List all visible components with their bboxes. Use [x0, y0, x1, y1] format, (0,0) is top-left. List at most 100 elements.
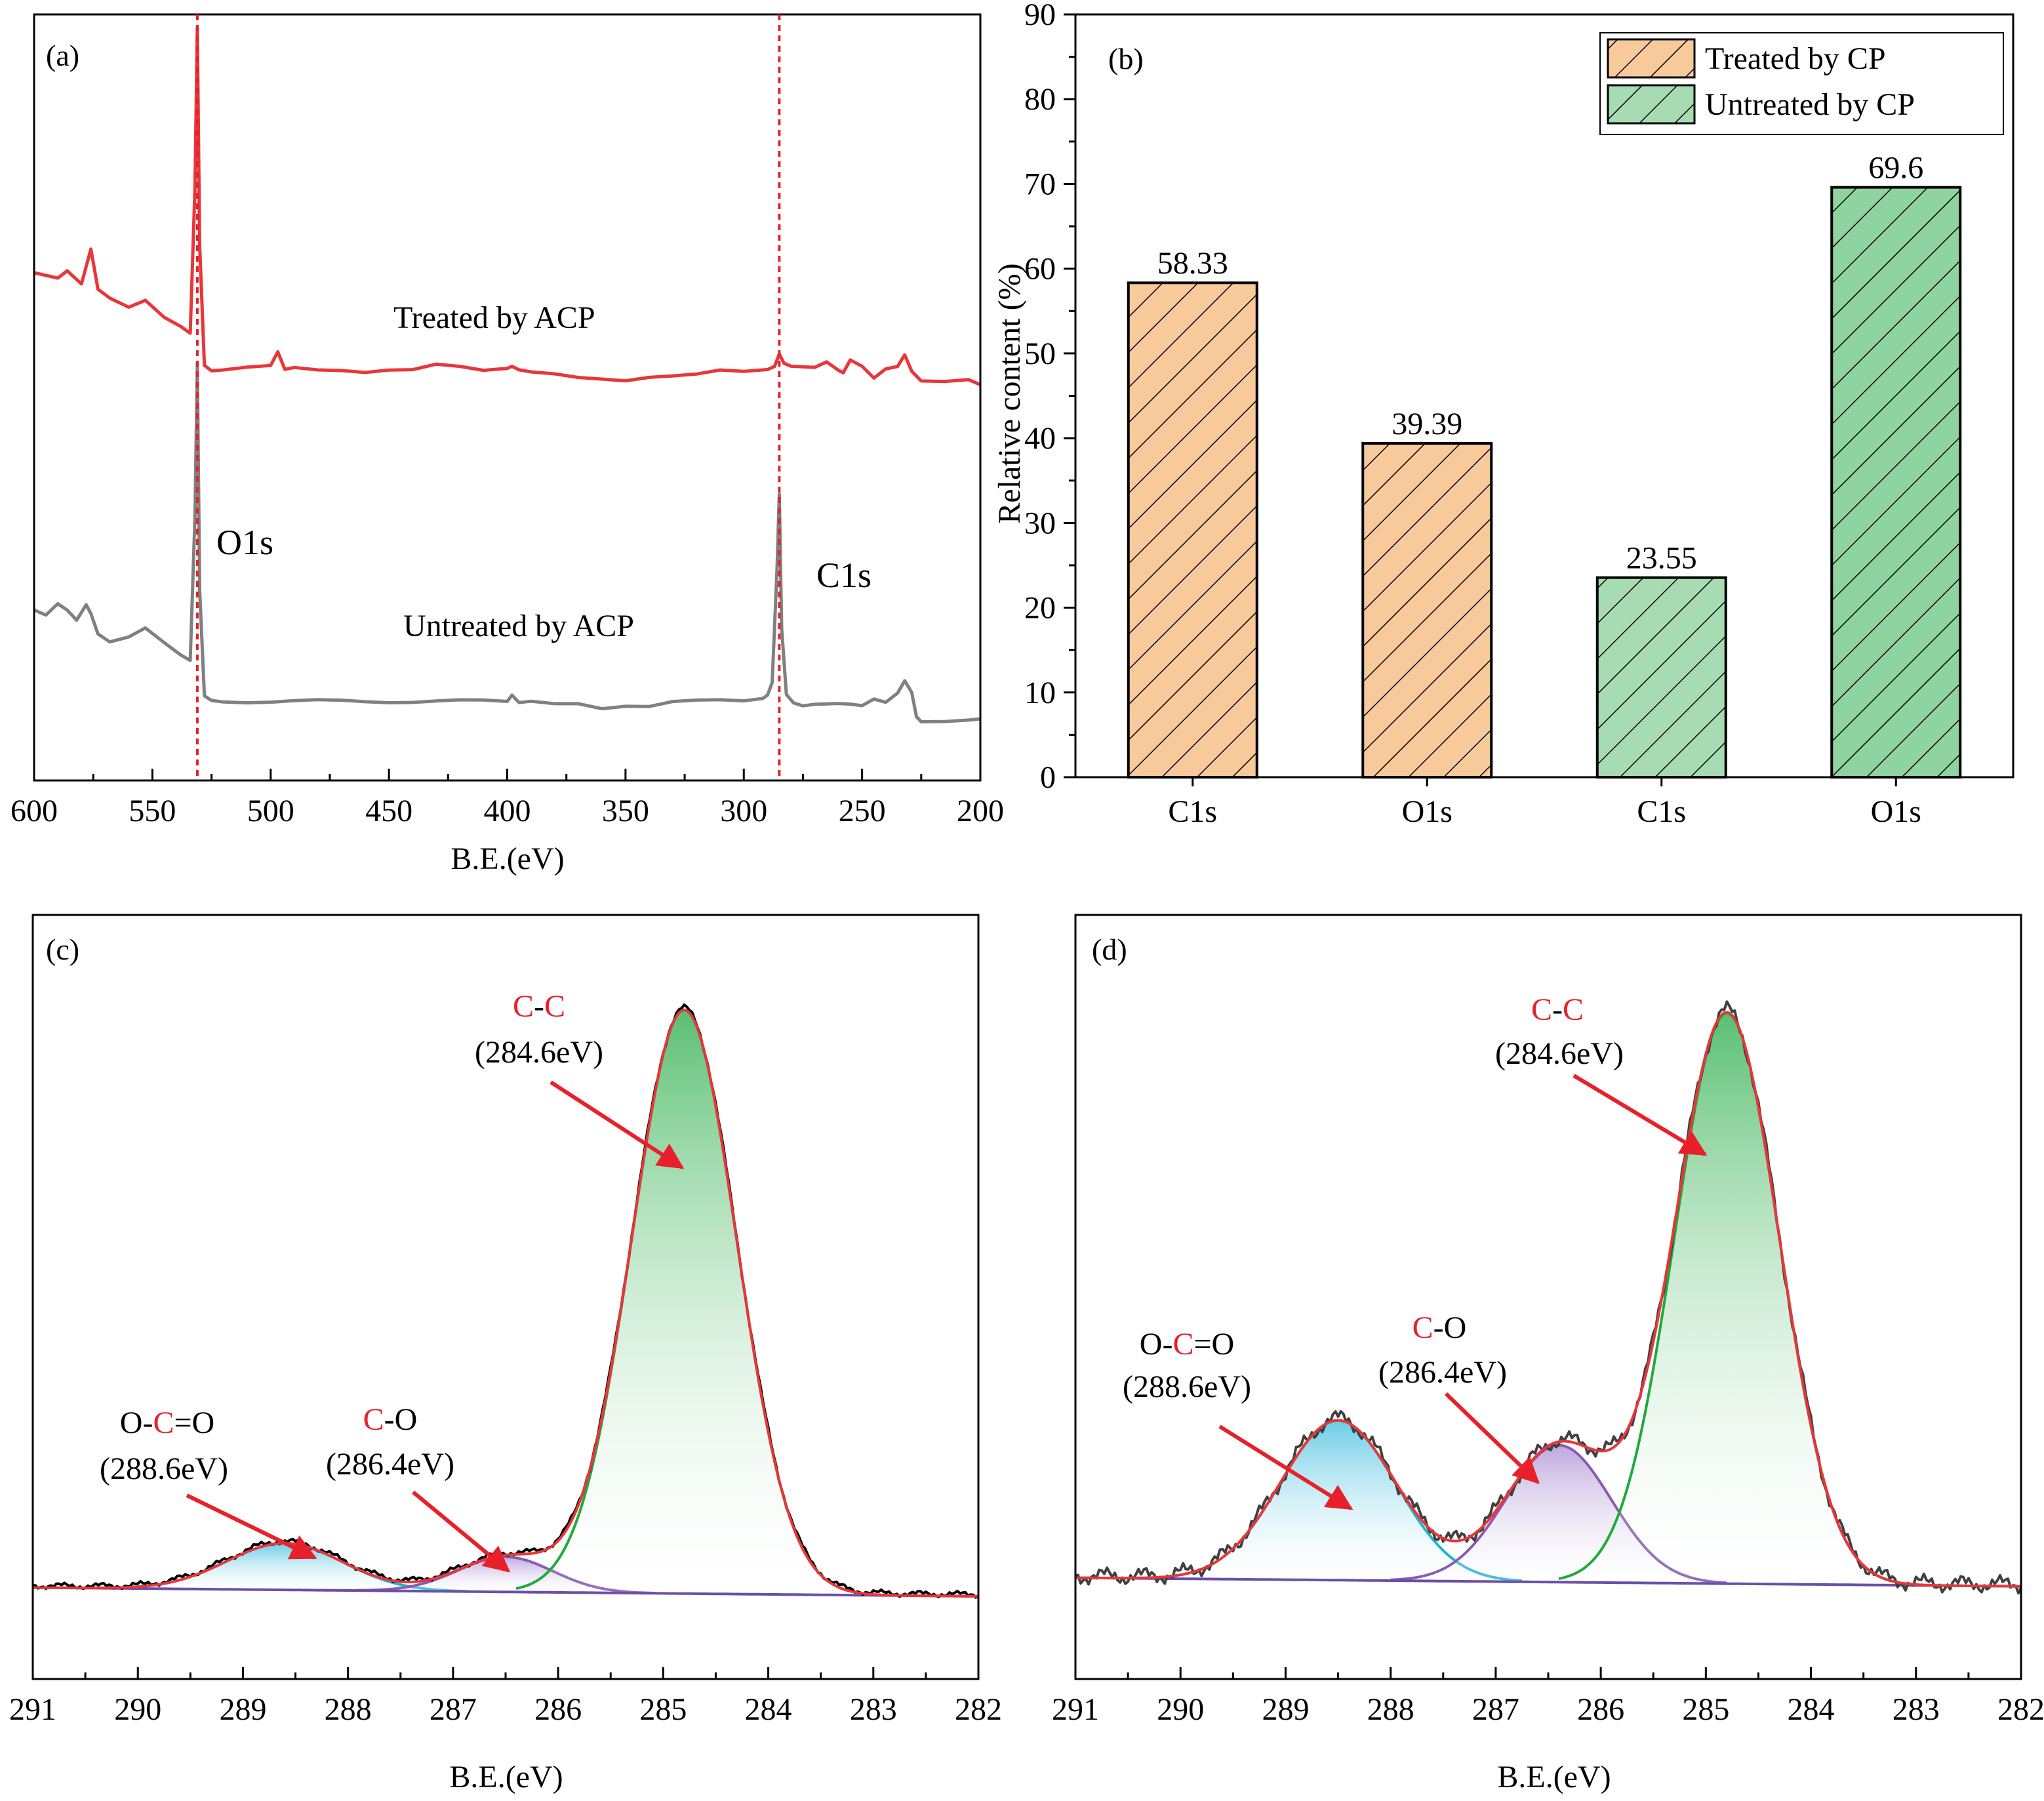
series-line-untreated — [33, 361, 981, 723]
fit-envelope-line — [1075, 1011, 2021, 1588]
panel-a-x-axis: 600 550 500 450 400 350 300 250 200 — [10, 13, 1004, 828]
y-tick-label: 10 — [1024, 676, 1056, 710]
panel-b-bars: 58.33 39.39 23.55 69.6 — [1127, 151, 1962, 779]
panel-c-annotation-occo: O-C=O (288.6eV) — [100, 1406, 317, 1560]
series-label-treated: Treated by ACP — [393, 300, 595, 335]
x-tick-label: 286 — [1577, 1692, 1624, 1727]
x-tick-label: 287 — [1472, 1692, 1519, 1727]
bar — [1361, 441, 1493, 779]
component-cc-fill — [516, 1009, 852, 1596]
x-tick-label: C1s — [1637, 794, 1686, 829]
bar-value-label: 58.33 — [1157, 246, 1228, 281]
panel-d-co-label: C-O — [1413, 1310, 1467, 1345]
panel-a-frame — [33, 13, 982, 782]
x-tick-label: O1s — [1871, 794, 1921, 829]
panel-c-x-axis: 291 290 289 288 287 286 285 284 283 282 — [9, 914, 1002, 1727]
y-tick-label: 50 — [1024, 336, 1056, 371]
component-occo-fill — [101, 1543, 469, 1592]
panel-c-c1s-fit: (c) 291 290 289 288 287 286 285 284 283 282 B.E.(… — [9, 914, 1002, 1794]
panel-c-occo-energy: (288.6eV) — [100, 1451, 228, 1486]
panel-c-annotation-cc: C-C (284.6eV) — [475, 989, 685, 1169]
panel-c-label: (c) — [46, 933, 79, 966]
fit-envelope-line — [32, 1008, 978, 1598]
panel-b-bar-chart: (b) 58.33 39.39 23.55 69.6 0 10 20 30 40 50 60 70 8… — [992, 0, 2014, 829]
panel-c-occo-label: O-C=O — [120, 1406, 214, 1440]
series-line-treated — [33, 26, 981, 386]
y-tick-label: 20 — [1024, 591, 1056, 626]
legend-swatch — [1607, 38, 1696, 79]
panel-c-cc-arrow — [550, 1080, 685, 1169]
x-tick-label: 500 — [247, 794, 294, 828]
bar-value-label: 23.55 — [1626, 541, 1697, 576]
y-tick-label: 60 — [1024, 252, 1056, 287]
x-tick-label: 291 — [9, 1692, 56, 1727]
x-tick-label: O1s — [1402, 794, 1453, 829]
panel-a-series — [33, 26, 981, 723]
x-tick-label: 400 — [484, 794, 531, 828]
panel-b-label: (b) — [1108, 42, 1144, 75]
panel-d-cc-energy: (284.6eV) — [1495, 1036, 1624, 1071]
y-tick-label: 30 — [1024, 506, 1056, 540]
panel-d-annotation-cc: C-C (284.6eV) — [1495, 992, 1708, 1156]
panel-a-survey-spectrum: (a) Treated by ACP Untreated by ACP O1s … — [10, 13, 1004, 876]
y-tick-label: 80 — [1024, 82, 1056, 117]
x-tick-label: 283 — [850, 1692, 897, 1727]
legend-label: Treated by CP — [1705, 41, 1886, 76]
x-tick-label: 290 — [114, 1692, 161, 1727]
x-tick-label: 200 — [957, 794, 1004, 828]
x-tick-label: 282 — [955, 1692, 1002, 1727]
raw-spectrum-line — [32, 1003, 980, 1599]
panel-c-co-energy: (286.4eV) — [326, 1447, 454, 1482]
y-tick-label: 70 — [1024, 167, 1056, 201]
panel-d-cc-arrow — [1573, 1074, 1708, 1156]
y-tick-label: 90 — [1024, 0, 1056, 32]
x-tick-label: 250 — [839, 794, 886, 828]
x-tick-label: 450 — [365, 794, 412, 828]
bar — [1127, 281, 1258, 779]
y-tick-label: 0 — [1040, 760, 1056, 795]
x-tick-label: 600 — [10, 794, 58, 828]
x-tick-label: 289 — [219, 1692, 266, 1727]
panel-d-annotation-occo: O-C=O (288.6eV) — [1123, 1327, 1353, 1510]
bar-value-label: 39.39 — [1392, 407, 1462, 441]
x-tick-label: 291 — [1052, 1692, 1099, 1727]
x-tick-label: 285 — [1682, 1692, 1729, 1727]
panel-d-occo-energy: (288.6eV) — [1123, 1369, 1251, 1404]
panel-c-co-arrow — [412, 1490, 511, 1573]
panel-a-label: (a) — [46, 39, 79, 72]
legend-label: Untreated by CP — [1705, 87, 1915, 122]
panel-c-cc-label: C-C — [513, 989, 565, 1024]
panel-d-occo-label: O-C=O — [1140, 1327, 1234, 1362]
y-tick-label: 40 — [1024, 421, 1056, 456]
x-tick-label: 288 — [325, 1692, 372, 1727]
panel-b-y-axis-title: Relative content (%) — [992, 263, 1027, 523]
panel-c-annotation-co: C-O (286.4eV) — [326, 1402, 511, 1573]
x-tick-label: 285 — [639, 1692, 687, 1727]
component-cc-fill — [1559, 1013, 1895, 1585]
x-tick-label: 282 — [1997, 1692, 2044, 1727]
x-tick-label: 287 — [430, 1692, 477, 1727]
x-tick-label: 284 — [1788, 1692, 1835, 1727]
panel-c-cc-energy: (284.6eV) — [475, 1035, 603, 1070]
baseline-line — [33, 1586, 978, 1598]
x-tick-label: 286 — [534, 1692, 582, 1727]
panel-d-occo-arrow — [1218, 1425, 1353, 1510]
panel-b-axes: 0 10 20 30 40 50 60 70 80 90 C1s O1s C1s O1s — [1024, 0, 2014, 829]
panel-c-plot — [32, 1003, 980, 1599]
panel-d-co-energy: (286.4eV) — [1378, 1355, 1507, 1390]
x-tick-label: C1s — [1168, 794, 1217, 829]
x-tick-label: 283 — [1893, 1692, 1940, 1727]
panel-b-legend: Treated by CP Untreated by CP — [1599, 32, 2004, 135]
peak-label-c1s: C1s — [816, 556, 872, 595]
panel-d-c1s-fit: (d) 291 290 289 288 287 286 285 284 283 282 B.E.(… — [1052, 914, 2044, 1794]
panel-d-cc-label: C-C — [1531, 992, 1584, 1027]
panel-d-annotation-co: C-O (286.4eV) — [1378, 1310, 1540, 1484]
baseline-line — [1075, 1576, 2021, 1588]
x-tick-label: 300 — [720, 794, 767, 828]
x-tick-label: 550 — [129, 794, 176, 828]
panel-d-x-axis: 291 290 289 288 287 286 285 284 283 282 — [1052, 914, 2044, 1727]
legend-swatch — [1607, 84, 1696, 125]
peak-label-o1s: O1s — [216, 523, 273, 562]
panel-d-plot — [1075, 1000, 2022, 1595]
